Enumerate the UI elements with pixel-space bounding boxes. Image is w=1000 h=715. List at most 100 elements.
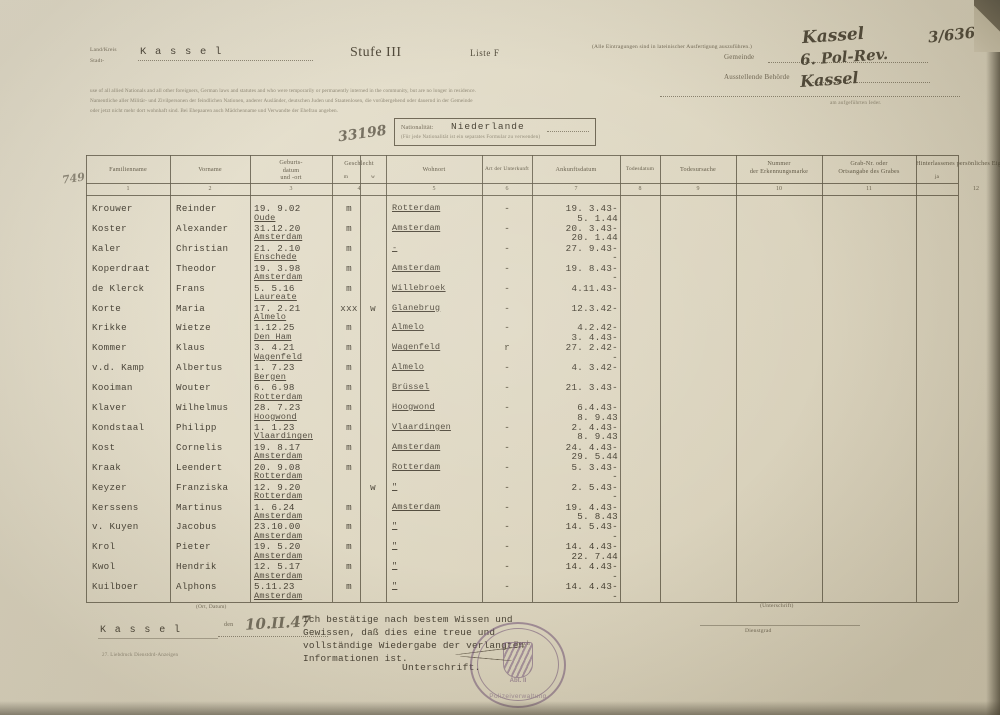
cell-geburtsort: Amsterdam (254, 511, 303, 521)
gemeinde-rule (768, 62, 928, 63)
cell-geschlecht-m: m (346, 342, 352, 354)
cell-ankunft-1: 12.3.42- (571, 302, 618, 314)
cell-geburtsort: Amsterdam (254, 272, 303, 283)
instruction-line-3: oder jetzt nicht mehr dort wohnhaft sind… (90, 108, 339, 114)
table-vline-1 (170, 155, 171, 602)
cell-ankunft-1: 4.2.42- (577, 322, 618, 334)
cell-unterkunft: - (504, 203, 510, 214)
cell-ankunft-1: 4.11.43- (571, 282, 618, 294)
cell-unterkunft: - (504, 501, 510, 513)
cell-ankunft-2: - (612, 590, 618, 602)
cell-geschlecht-m: m (346, 561, 352, 573)
header-geschlecht: Geschlecht (344, 160, 374, 167)
cell-geburtsort: Amsterdam (254, 232, 303, 243)
print-imprint: 27. Liebdruck Dienstdrd-Anzeigen (102, 653, 179, 658)
header-ankunft: Ankunftsdatum (555, 166, 597, 173)
cell-familienname: Koperdraat (92, 262, 151, 274)
cell-ankunft-2: - (612, 351, 618, 363)
header-grab: Grab-Nr. oder Ortsangabe des Grabes (838, 160, 900, 175)
cell-geschlecht-m: m (346, 461, 352, 473)
cell-ankunft-1: 19. 8.43- (565, 262, 618, 274)
cell-wohnort: Glanebrug (392, 302, 441, 313)
cell-ankunft-2: 22. 7.44 (571, 550, 618, 562)
cell-vorname: Hendrik (176, 561, 217, 573)
colnum-6: 6 (505, 186, 509, 192)
cell-vorname: Reinder (176, 203, 217, 214)
cell-unterkunft: - (504, 581, 510, 593)
cell-ankunft-2: 3. 4.43- (571, 331, 618, 343)
cell-geburtsort: Den Ham (254, 331, 292, 342)
table-line-numbers (86, 195, 958, 196)
gemeinde-label: Gemeinde (724, 53, 755, 61)
table-vline-12 (958, 155, 959, 602)
cell-wohnort: - (392, 242, 398, 253)
footer-date-value: 10.II.47 (244, 612, 312, 634)
cell-familienname: v.d. Kamp (92, 362, 145, 374)
cell-geburtsdatum: 12. 5.17 (254, 561, 301, 573)
official-stamp: Abt. II Polizeiverwaltung (470, 622, 566, 708)
cell-vorname: Franziska (176, 481, 229, 493)
cell-geburtsort: Hoogwond (254, 411, 297, 422)
cell-familienname: Krikke (92, 322, 127, 334)
cell-wohnort: Almelo (392, 362, 425, 373)
table-line-bottom (86, 602, 958, 603)
instruction-rule-1 (660, 96, 960, 97)
cell-familienname: Krol (92, 541, 116, 553)
cell-familienname: Kuilboer (92, 581, 139, 593)
header-todesursache: Todesursache (680, 166, 716, 173)
cell-ankunft-1: 19. 4.43- (565, 501, 618, 513)
cell-geburtsdatum: 19. 8.17 (254, 441, 301, 453)
cell-geburtsdatum: 12. 9.20 (254, 481, 301, 493)
cell-geschlecht-m: m (346, 501, 352, 513)
table-vline-2 (250, 155, 251, 602)
behoerde-rule (812, 82, 930, 83)
cell-wohnort: " (392, 521, 398, 532)
cell-familienname: Kost (92, 441, 116, 453)
cell-geburtsort: Wagenfeld (254, 351, 303, 362)
cell-wohnort: " (392, 581, 398, 592)
cell-geburtsort: Amsterdam (254, 530, 303, 541)
cell-vorname: Alexander (176, 222, 229, 234)
table-vline-6 (532, 155, 533, 602)
cell-geschlecht-w: w (370, 481, 376, 493)
cell-ankunft-2: 8. 9.43 (577, 411, 618, 423)
cell-ankunft-1: 5. 3.43- (571, 461, 618, 473)
cell-unterkunft: - (504, 222, 510, 234)
header-geburt: Geburts-datum und -ort (279, 159, 303, 181)
header-wohnort: Wohnort (422, 166, 446, 173)
header-familienname: Familienname (109, 166, 147, 173)
land-kreis-rule (138, 60, 313, 61)
cell-wohnort: " (392, 561, 398, 572)
cell-geburtsdatum: 1.12.25 (254, 322, 295, 334)
cell-familienname: Kwol (92, 561, 116, 573)
header-eigentum: Hinterlassenes persönliches Eigentum (916, 160, 1000, 167)
header-erkennungsmarke: Nummer der Erkennungsmarke (749, 160, 809, 175)
cell-geschlecht-m: m (346, 282, 352, 294)
cell-geburtsdatum: 17. 2.21 (254, 302, 301, 314)
cell-familienname: Koster (92, 222, 127, 234)
cell-geschlecht-m: m (346, 362, 352, 374)
cell-geschlecht-m: m (346, 441, 352, 453)
cell-vorname: Wietze (176, 322, 211, 334)
land-kreis-value: K a s s e l (140, 46, 223, 58)
declaration-text: Ich bestätige nach bestem Wissen und Gew… (303, 614, 525, 664)
cell-geschlecht-m: m (346, 402, 352, 413)
cell-geburtsort: Amsterdam (254, 570, 303, 581)
cell-geburtsdatum: 31.12.20 (254, 222, 301, 234)
cell-geschlecht-m: m (346, 322, 352, 334)
cell-wohnort: Wagenfeld (392, 342, 441, 353)
cell-familienname: Korte (92, 302, 122, 314)
cell-ankunft-1: 27. 2.42- (565, 342, 618, 354)
cell-geburtsdatum: 5.11.23 (254, 581, 295, 593)
cell-geschlecht-m: m (346, 203, 352, 214)
cell-familienname: Klaver (92, 402, 127, 413)
cell-vorname: Jacobus (176, 521, 217, 533)
cell-unterkunft: - (504, 561, 510, 573)
cell-wohnort: Rotterdam (392, 203, 441, 213)
cell-wohnort: Vlaardingen (392, 421, 451, 432)
cell-vorname: Alphons (176, 581, 217, 593)
stadt-label: Stadt- (90, 58, 105, 64)
cell-geburtsort: Enschede (254, 252, 297, 263)
cell-geburtsdatum: 21. 2.10 (254, 242, 301, 254)
